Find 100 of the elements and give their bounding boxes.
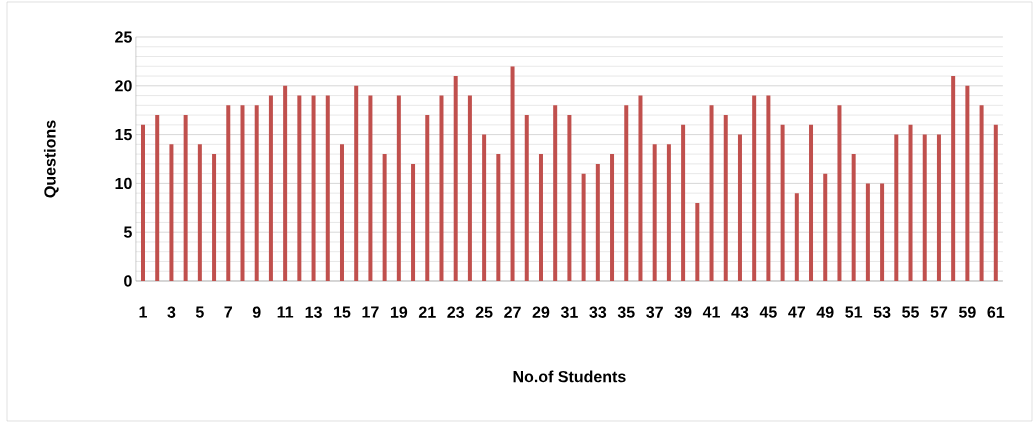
x-tick-label: 55 bbox=[902, 306, 919, 318]
bar bbox=[993, 124, 998, 281]
bar bbox=[283, 85, 288, 281]
bar bbox=[268, 95, 273, 281]
bar bbox=[141, 124, 145, 281]
x-tick-label: 23 bbox=[447, 306, 464, 318]
bar bbox=[567, 115, 572, 281]
x-tick-label: 33 bbox=[589, 306, 607, 318]
bar bbox=[197, 144, 202, 281]
bar bbox=[922, 134, 927, 281]
x-tick-label: 5 bbox=[195, 306, 204, 318]
bar bbox=[155, 115, 160, 281]
bar bbox=[311, 95, 316, 281]
bar bbox=[652, 144, 657, 281]
bar bbox=[553, 105, 558, 281]
bar bbox=[979, 105, 984, 281]
x-tick-label: 15 bbox=[334, 306, 351, 318]
bar bbox=[425, 115, 430, 281]
bar bbox=[837, 105, 842, 281]
bar bbox=[695, 202, 700, 281]
y-tick-label: 10 bbox=[115, 177, 132, 190]
x-tick-label: 29 bbox=[532, 306, 550, 318]
bar bbox=[595, 163, 600, 281]
y-tick-label: 25 bbox=[115, 31, 132, 43]
bar bbox=[538, 154, 543, 281]
x-tick-label: 59 bbox=[958, 306, 976, 318]
bar bbox=[723, 115, 728, 281]
bar bbox=[453, 76, 458, 281]
bar bbox=[780, 124, 785, 281]
x-axis-title: No.of Students bbox=[513, 370, 626, 383]
x-tick-label: 37 bbox=[646, 306, 663, 318]
bar bbox=[411, 163, 416, 281]
bar bbox=[936, 134, 941, 281]
bar bbox=[226, 105, 231, 281]
x-tick-label: 21 bbox=[418, 306, 436, 318]
bar bbox=[709, 105, 714, 281]
bar bbox=[766, 95, 771, 281]
x-tick-label: 7 bbox=[224, 306, 233, 318]
bar bbox=[254, 105, 259, 281]
bar bbox=[325, 95, 330, 281]
bar bbox=[496, 154, 501, 281]
bar bbox=[880, 183, 885, 281]
x-tick-label: 43 bbox=[731, 306, 749, 318]
bar bbox=[467, 95, 472, 281]
x-tick-label: 25 bbox=[475, 306, 493, 318]
x-tick-label: 27 bbox=[504, 306, 521, 318]
bar bbox=[737, 134, 742, 281]
y-axis-title: Questions bbox=[43, 120, 59, 198]
bar bbox=[368, 95, 373, 281]
bar bbox=[809, 124, 814, 281]
bar bbox=[851, 154, 856, 281]
bar bbox=[752, 95, 757, 281]
bar bbox=[510, 66, 515, 281]
bar bbox=[581, 173, 586, 281]
x-tick-label: 9 bbox=[252, 306, 261, 318]
bar bbox=[212, 154, 217, 281]
bar bbox=[965, 85, 970, 281]
bar bbox=[439, 95, 444, 281]
bar bbox=[638, 95, 643, 281]
x-tick-label: 49 bbox=[816, 306, 834, 318]
bar bbox=[666, 144, 671, 281]
x-tick-label: 39 bbox=[674, 306, 692, 318]
bar bbox=[951, 76, 956, 281]
bar bbox=[354, 85, 359, 281]
x-tick-label: 35 bbox=[617, 306, 635, 318]
x-tick-label: 1 bbox=[139, 306, 148, 318]
x-tick-label: 57 bbox=[930, 306, 948, 318]
y-tick-label: 0 bbox=[124, 275, 132, 287]
x-tick-label: 19 bbox=[390, 306, 408, 318]
bar bbox=[894, 134, 899, 281]
x-tick-label: 45 bbox=[759, 306, 777, 318]
bar bbox=[183, 115, 188, 281]
x-tick-label: 51 bbox=[845, 306, 863, 318]
bar bbox=[382, 154, 387, 281]
bar bbox=[908, 124, 913, 281]
x-tick-label: 41 bbox=[702, 306, 720, 318]
bar bbox=[794, 193, 799, 281]
bar bbox=[169, 144, 174, 281]
x-tick-label: 13 bbox=[305, 306, 322, 318]
bar bbox=[865, 183, 870, 281]
x-tick-label: 61 bbox=[987, 306, 1005, 318]
bar bbox=[610, 154, 615, 281]
y-tick-label: 5 bbox=[123, 226, 132, 238]
y-tick-label: 20 bbox=[115, 80, 132, 92]
x-tick-label: 31 bbox=[560, 306, 578, 318]
bar bbox=[482, 134, 487, 281]
bar bbox=[240, 105, 245, 281]
x-tick-label: 11 bbox=[277, 306, 294, 318]
bar bbox=[681, 124, 686, 281]
x-tick-label: 47 bbox=[788, 306, 805, 318]
x-tick-label: 53 bbox=[873, 306, 891, 318]
bar bbox=[524, 115, 529, 281]
bar bbox=[823, 173, 828, 281]
bar bbox=[396, 95, 401, 281]
bar bbox=[339, 144, 344, 281]
x-tick-label: 17 bbox=[362, 306, 379, 318]
y-tick-label: 15 bbox=[115, 129, 132, 141]
bar bbox=[297, 95, 302, 281]
x-tick-label: 3 bbox=[167, 306, 176, 318]
bar bbox=[624, 105, 629, 281]
